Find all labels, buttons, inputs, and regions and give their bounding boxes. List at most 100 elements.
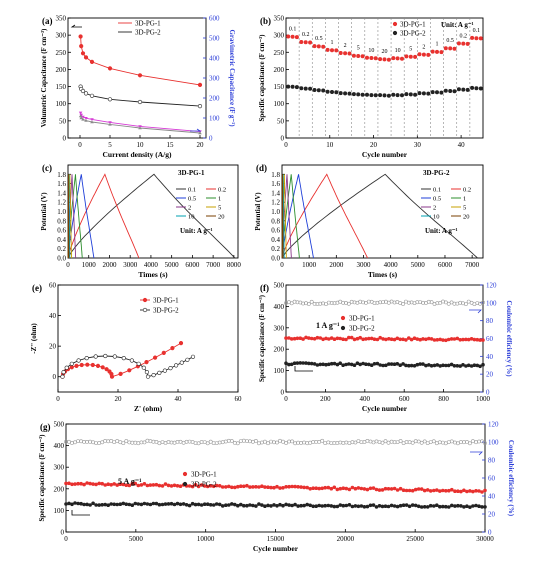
data-point <box>356 486 361 490</box>
legend-label: 10 <box>433 214 440 221</box>
panel-g-panel-label: (g) <box>40 422 51 432</box>
rate-label: 20 <box>382 49 388 55</box>
data-point <box>372 337 377 342</box>
data-point <box>452 89 457 94</box>
panel-e-xtick-label: 40 <box>175 395 183 403</box>
panel-g-y2tick-label: 100 <box>488 439 499 447</box>
panel-f-xlabel: Cycle number <box>362 404 408 413</box>
data-point <box>100 502 104 507</box>
data-point <box>260 484 264 489</box>
data-point <box>133 501 138 506</box>
panel-c-xtick-label: 8000 <box>227 261 242 269</box>
data-point <box>324 302 328 307</box>
data-point <box>305 441 310 446</box>
data-point <box>67 501 71 506</box>
data-point <box>389 503 394 508</box>
data-point <box>326 440 331 445</box>
data-point <box>372 361 377 366</box>
data-point <box>306 336 311 340</box>
panel-f-ytick-label: 200 <box>274 346 285 354</box>
data-point <box>332 361 337 366</box>
data-point <box>73 440 77 445</box>
data-point <box>369 93 374 98</box>
data-point <box>326 362 331 367</box>
data-point <box>386 486 391 491</box>
data-point <box>299 503 303 508</box>
data-point <box>315 363 320 367</box>
panel-g-y2tick-label: 20 <box>488 511 496 519</box>
data-point <box>399 56 404 61</box>
data-point <box>449 439 454 444</box>
data-point <box>359 486 364 491</box>
data-point <box>78 111 83 115</box>
data-point <box>440 504 445 509</box>
panel-d-xlabel: Times (s) <box>368 270 398 279</box>
data-point <box>214 502 219 506</box>
data-point <box>160 502 165 507</box>
data-point <box>378 335 383 340</box>
data-point <box>302 485 306 490</box>
data-point <box>266 485 270 490</box>
data-point <box>421 362 425 366</box>
rate-label: 1 <box>436 42 439 48</box>
data-point <box>81 115 85 119</box>
panel-g-ytick-label: 0 <box>61 529 65 537</box>
data-point <box>251 485 255 489</box>
data-point <box>334 48 339 53</box>
panel-b-ytick-label: 0 <box>281 135 285 143</box>
panel-b-xtick-label: 0 <box>284 141 288 149</box>
data-point <box>386 440 391 445</box>
data-point <box>112 502 116 507</box>
data-point <box>365 487 370 492</box>
data-point <box>452 440 457 445</box>
data-point <box>197 82 203 87</box>
data-point <box>314 486 319 491</box>
data-point <box>97 441 102 445</box>
rate-label: 2 <box>344 43 347 49</box>
panel-c-ylabel: Potential (V) <box>40 192 48 231</box>
data-point <box>85 481 89 485</box>
data-point <box>389 337 394 342</box>
data-point <box>475 301 480 306</box>
data-point <box>321 337 325 342</box>
legend-label: 1 <box>463 196 466 203</box>
data-point <box>428 503 433 508</box>
data-point <box>366 336 371 341</box>
data-point <box>220 504 225 508</box>
data-point <box>168 366 173 371</box>
data-point <box>290 34 295 39</box>
data-point <box>79 43 84 49</box>
panel-d-frame <box>281 164 484 259</box>
charge-discharge-curve <box>281 173 369 259</box>
data-point <box>308 440 313 445</box>
data-point <box>453 489 457 494</box>
data-point <box>238 439 243 444</box>
data-point <box>434 503 439 508</box>
data-point <box>344 486 349 491</box>
panel-a-ytick-label: 0 <box>63 135 67 143</box>
data-point <box>352 363 357 368</box>
data-point <box>94 503 98 507</box>
panel-f-xtick-label: 800 <box>438 395 449 403</box>
data-point <box>381 337 385 341</box>
data-point <box>107 97 113 102</box>
data-point <box>477 489 481 493</box>
data-point <box>151 483 156 487</box>
data-point <box>169 501 174 506</box>
data-point <box>118 502 123 507</box>
data-point <box>456 41 461 46</box>
data-point <box>154 482 159 487</box>
data-point <box>303 86 308 91</box>
data-point <box>430 49 435 54</box>
data-point <box>79 481 83 486</box>
data-point <box>294 85 299 90</box>
data-point <box>160 440 165 445</box>
panel-e-frame <box>57 284 239 393</box>
data-point <box>108 121 112 124</box>
panel-e-xtick-label: 60 <box>235 395 243 403</box>
data-point <box>335 504 340 509</box>
data-point <box>115 483 119 487</box>
data-point <box>395 56 400 61</box>
data-point <box>468 505 472 510</box>
data-point <box>375 300 380 305</box>
